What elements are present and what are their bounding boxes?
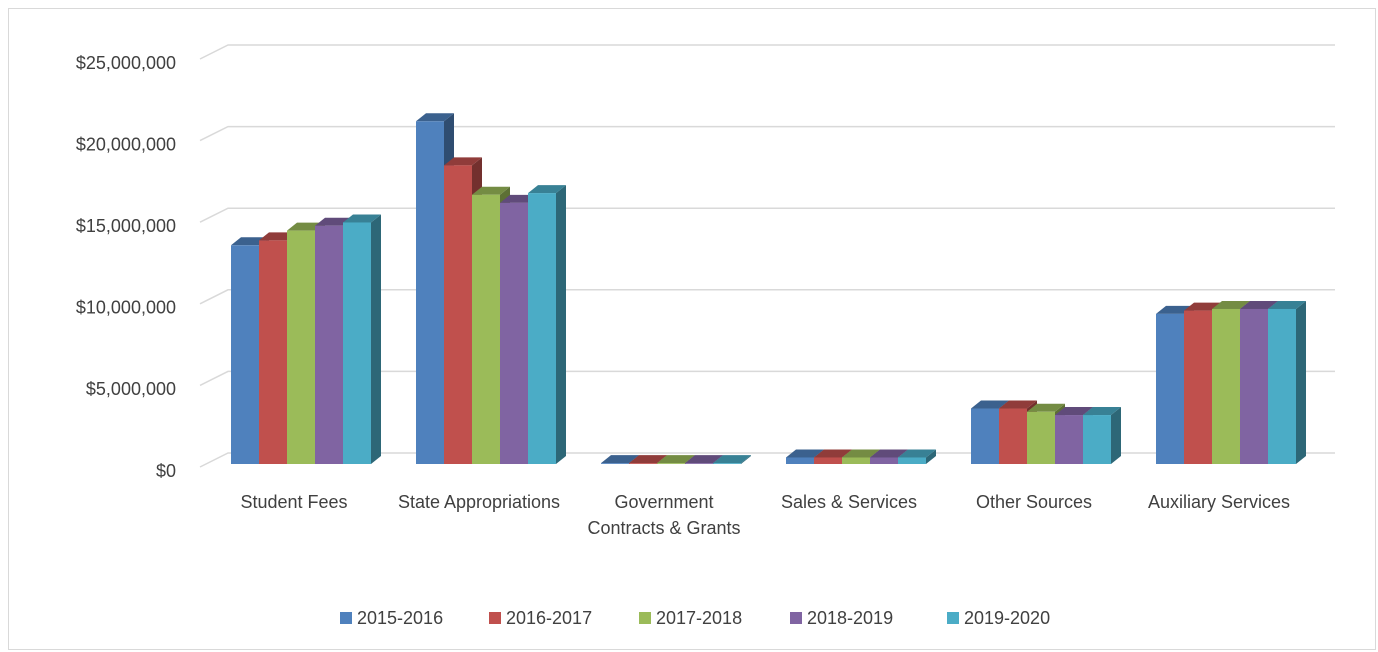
bar-front [842, 457, 870, 464]
bar-front [685, 463, 713, 464]
legend-swatch [489, 612, 501, 624]
bar-front [1156, 313, 1184, 464]
bar-side [371, 214, 381, 464]
bar-top [1268, 300, 1306, 309]
bar-front [898, 457, 926, 464]
bar [528, 185, 566, 464]
bar-top [713, 455, 751, 464]
legend-swatch [639, 612, 651, 624]
bar-top [786, 449, 824, 458]
y-tick-label: $5,000,000 [86, 379, 176, 399]
bar-front [416, 121, 444, 464]
bar-front [1212, 308, 1240, 464]
bar-top [343, 214, 381, 223]
bar-front [444, 165, 472, 464]
bar [898, 449, 936, 464]
bar-front [528, 193, 556, 464]
bar-top [472, 186, 510, 195]
bar [713, 455, 751, 464]
bar-front [287, 230, 315, 464]
legend-label: 2019-2020 [964, 608, 1050, 628]
bar [1268, 300, 1306, 464]
legend-label: 2016-2017 [506, 608, 592, 628]
x-tick-label: Student Fees [240, 492, 348, 512]
grid-line [199, 207, 1335, 223]
bar-front [999, 408, 1027, 464]
bar-front [601, 463, 629, 464]
grid-line [199, 370, 1335, 387]
bar-front [259, 240, 287, 464]
legend-label: 2017-2018 [656, 608, 742, 628]
grid-line [199, 125, 1335, 142]
y-tick-label: $20,000,000 [76, 134, 176, 154]
bar-front [1083, 415, 1111, 464]
bar-front [231, 245, 259, 464]
grid-line [199, 452, 1335, 468]
bar-top [1240, 300, 1278, 309]
bar-top [842, 449, 880, 458]
legend-swatch [947, 612, 959, 624]
x-tick-label: Auxiliary Services [1147, 492, 1291, 512]
bar-top [898, 449, 936, 458]
legend-label: 2015-2016 [357, 608, 443, 628]
bar [1083, 407, 1121, 464]
bar-top [416, 113, 454, 122]
bar-front [472, 194, 500, 464]
x-tick-label: Sales & Services [780, 492, 918, 512]
bar-front [500, 202, 528, 464]
bar-top [870, 449, 908, 458]
x-tick-label: Other Sources [975, 492, 1093, 512]
grid-line [199, 289, 1335, 305]
bar-top [1212, 300, 1250, 309]
bar-front [343, 222, 371, 464]
bar-front [1055, 415, 1083, 464]
y-tick-label: $25,000,000 [76, 53, 176, 73]
bar-side [926, 449, 936, 464]
bar-front [315, 225, 343, 464]
bar-front [870, 457, 898, 464]
bar-top [528, 185, 566, 194]
bar-front [814, 457, 842, 464]
bar-top [657, 455, 695, 464]
chart-border [8, 8, 1376, 650]
bar-front [1184, 310, 1212, 464]
bar-top [814, 449, 852, 458]
bar-front [971, 408, 999, 464]
legend-label: 2018-2019 [807, 608, 893, 628]
bar-top [1055, 407, 1093, 416]
bar-side [1296, 300, 1306, 464]
x-tick-label: Government Contracts & Grants [587, 492, 741, 538]
bar-top [1083, 407, 1121, 416]
bar-side [741, 455, 751, 464]
bar-front [629, 463, 657, 464]
y-tick-label: $0 [156, 461, 176, 481]
bar-side [1111, 407, 1121, 464]
bar [343, 214, 381, 464]
legend-swatch [790, 612, 802, 624]
bar-top [999, 400, 1037, 409]
y-tick-label: $15,000,000 [76, 216, 176, 236]
bar-front [786, 457, 814, 464]
grid-line [199, 44, 1335, 60]
bar-front [657, 463, 685, 464]
bar-front [1268, 308, 1296, 464]
x-tick-label: State Appropriations [397, 492, 561, 512]
bar-front [713, 463, 741, 464]
bar-top [685, 455, 723, 464]
y-tick-label: $10,000,000 [76, 298, 176, 318]
bar-top [629, 455, 667, 464]
bar-top [444, 157, 482, 166]
bar-front [1240, 308, 1268, 464]
legend-swatch [340, 612, 352, 624]
bar-top [601, 455, 639, 464]
bar-top [1027, 403, 1065, 412]
bar-front [1027, 411, 1055, 464]
bar-side [556, 185, 566, 464]
bar-top [971, 400, 1009, 409]
